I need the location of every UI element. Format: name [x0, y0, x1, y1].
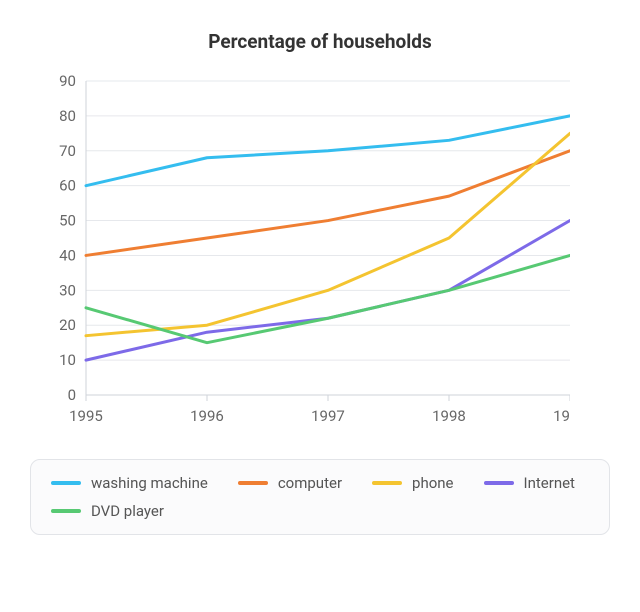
y-axis-label: 70 — [59, 142, 76, 160]
legend-swatch — [372, 481, 402, 485]
legend-swatch — [238, 481, 268, 485]
y-axis-label: 10 — [59, 351, 76, 369]
chart-plot-area: 0 10 20 30 40 50 60 70 80 90 1995 1996 1997 1998 1999 — [50, 75, 610, 435]
y-axis-label: 30 — [59, 281, 76, 299]
legend-item: Internet — [484, 474, 575, 492]
y-axis-label: 90 — [59, 75, 76, 90]
legend-swatch — [51, 481, 81, 485]
legend-label: washing machine — [91, 474, 208, 492]
legend-label: DVD player — [91, 502, 164, 520]
y-axis-label: 40 — [59, 246, 76, 264]
y-axis-label: 60 — [59, 177, 76, 195]
chart-container: Percentage of households 0 10 20 30 40 50 60 70… — [0, 0, 640, 555]
y-axis-label: 0 — [68, 386, 76, 404]
legend-swatch — [484, 481, 514, 485]
legend-item: DVD player — [51, 502, 164, 520]
x-axis-label: 1995 — [69, 407, 103, 425]
legend-item: phone — [372, 474, 453, 492]
legend-label: computer — [278, 474, 342, 492]
x-axis-label: 1996 — [190, 407, 224, 425]
x-axis-label: 1998 — [432, 407, 466, 425]
series-line — [86, 133, 570, 335]
line-chart-svg: 0 10 20 30 40 50 60 70 80 90 1995 1996 1997 1998 1999 — [50, 75, 570, 435]
y-axis-label: 20 — [59, 316, 76, 334]
chart-title: Percentage of households — [30, 30, 610, 53]
legend-swatch — [51, 509, 81, 513]
x-axis-label: 1997 — [311, 407, 345, 425]
legend-label: Internet — [524, 474, 575, 492]
legend-item: computer — [238, 474, 342, 492]
series-line — [86, 151, 570, 256]
x-axis-label: 1999 — [553, 407, 570, 425]
legend-item: washing machine — [51, 474, 208, 492]
chart-legend: washing machine computer phone Internet DVD … — [30, 459, 610, 535]
y-axis-label: 80 — [59, 107, 76, 125]
series-line — [86, 255, 570, 342]
y-axis-label: 50 — [59, 212, 76, 230]
legend-label: phone — [412, 474, 453, 492]
